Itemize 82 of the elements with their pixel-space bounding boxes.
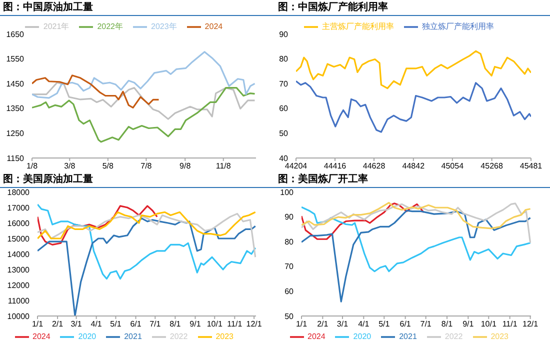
x-tick-label: 7/1: [420, 320, 432, 329]
x-tick-label: 9/1: [462, 320, 474, 329]
chart-title: 图：美国炼厂开工率: [275, 172, 550, 188]
legend-label: 2024: [32, 332, 50, 342]
y-tick-label: 1650: [6, 30, 25, 39]
x-tick-label: 10/1: [480, 320, 497, 329]
x-tick-label: 44628: [362, 162, 386, 171]
y-tick-label: 60: [284, 287, 294, 296]
y-tick-label: 1550: [6, 54, 25, 64]
x-tick-label: 1/8: [26, 162, 38, 171]
x-tick-label: 12/1: [522, 320, 539, 329]
y-tick-label: 17000: [7, 203, 30, 212]
y-tick-label: 50: [279, 129, 289, 138]
x-tick-label: 5/8: [102, 162, 114, 171]
y-tick-label: 70: [279, 79, 289, 88]
x-tick-label: 6/1: [130, 320, 142, 329]
x-tick-label: 7/8: [140, 162, 152, 171]
x-tick-label: 8/1: [170, 320, 182, 329]
y-tick-label: 16000: [7, 218, 30, 228]
x-tick-label: 1/1: [32, 320, 44, 329]
x-tick-label: 11/8: [216, 162, 232, 171]
y-tick-label: 1450: [6, 79, 25, 88]
x-tick-label: 2/1: [52, 320, 64, 329]
x-tick-label: 3/1: [70, 320, 82, 329]
y-tick-label: 10000: [7, 312, 30, 321]
chart-title: 图：中国原油加工量: [0, 0, 275, 16]
x-tick-label: 9/8: [180, 162, 192, 171]
legend-label: 2020: [353, 332, 372, 342]
y-tick-label: 90: [284, 212, 294, 222]
x-tick-label: 1/1: [296, 320, 308, 329]
y-tick-label: 1350: [6, 104, 25, 114]
x-tick-label: 5/1: [110, 320, 122, 329]
y-tick-label: 100: [280, 188, 294, 197]
legend-label: 主营炼厂产能利用率: [322, 22, 394, 32]
x-tick-label: 12/1: [246, 320, 262, 329]
x-tick-label: 4/1: [90, 320, 102, 329]
y-tick-label: 80: [279, 54, 289, 64]
x-tick-label: 9/1: [190, 320, 202, 329]
legend-label: 2023: [216, 332, 234, 342]
x-tick-label: 45054: [441, 162, 464, 171]
y-tick-label: 50: [284, 312, 294, 321]
legend-label: 2024: [308, 332, 326, 342]
x-tick-label: 10/1: [206, 320, 223, 329]
x-tick-label: 8/1: [441, 320, 454, 329]
x-tick-label: 45481: [520, 162, 543, 171]
y-tick-label: 1250: [6, 129, 25, 138]
x-tick-label: 5/1: [378, 320, 390, 329]
chart-title: 图：美国原油加工量: [0, 172, 275, 188]
legend-label: 2021: [399, 332, 417, 342]
y-tick-label: 13000: [7, 265, 30, 274]
x-tick-label: 3/1: [336, 320, 349, 329]
x-tick-label: 6/1: [400, 320, 412, 329]
y-tick-label: 15000: [7, 234, 30, 244]
x-tick-label: 44842: [402, 162, 426, 171]
y-tick-label: 70: [284, 262, 294, 272]
x-tick-label: 4/1: [358, 320, 370, 329]
legend-label: 2020: [78, 332, 96, 342]
y-tick-label: 40: [279, 154, 289, 163]
y-tick-label: 18000: [7, 188, 30, 197]
legend-label: 2024: [204, 22, 223, 32]
legend-label: 2023年: [151, 22, 177, 32]
x-tick-label: 2/1: [317, 320, 329, 329]
legend-label: 独立炼厂产能利用率: [422, 22, 494, 32]
y-tick-label: 1150: [6, 154, 25, 163]
x-tick-label: 11/1: [502, 320, 518, 329]
y-tick-label: 11000: [8, 296, 30, 306]
legend-label: 2021: [124, 332, 142, 342]
x-tick-label: 45268: [480, 162, 504, 171]
y-tick-label: 12000: [7, 280, 30, 290]
legend-label: 2023: [490, 332, 508, 342]
legend-label: 2021年: [43, 22, 70, 32]
x-tick-label: 44416: [324, 162, 347, 171]
x-tick-label: 44204: [284, 162, 308, 171]
x-tick-label: 3/8: [64, 162, 76, 171]
y-tick-label: 14000: [7, 250, 30, 259]
y-tick-label: 80: [284, 237, 294, 246]
x-tick-label: 11/1: [227, 320, 243, 329]
legend-label: 2022年: [97, 22, 123, 32]
x-tick-label: 7/1: [150, 320, 162, 329]
chart-title: 图：中国炼厂产能利用率: [275, 0, 550, 16]
y-tick-label: 60: [279, 104, 289, 114]
y-tick-label: 90: [279, 30, 289, 39]
